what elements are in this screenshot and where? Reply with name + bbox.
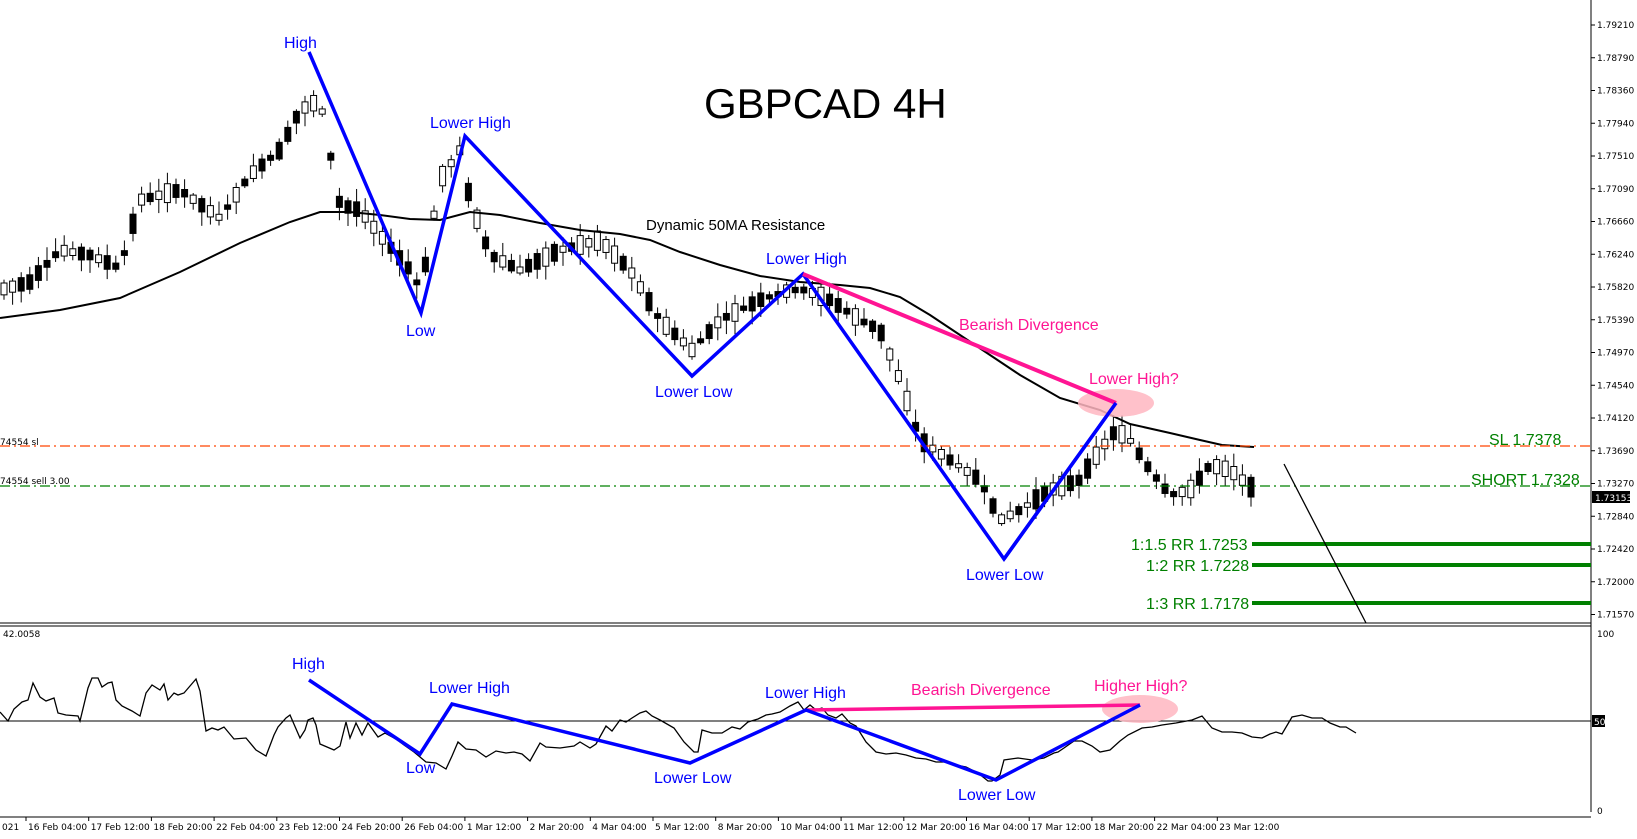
indicator-axis-50: 50 xyxy=(1594,718,1606,728)
time-tick-label: 18 Mar 20:00 xyxy=(1094,823,1154,833)
price-tick-label: 1.77510 xyxy=(1597,152,1634,162)
price-tick-label: 1.77090 xyxy=(1597,185,1634,195)
price-tick-label: 1.78790 xyxy=(1597,54,1634,64)
label-high: High xyxy=(284,35,317,52)
ma-resistance-label: Dynamic 50MA Resistance xyxy=(646,217,825,234)
sl-order-label: 74554 sl xyxy=(0,438,39,448)
chart-title: GBPCAD 4H xyxy=(704,80,947,127)
label-low: Low xyxy=(406,323,436,340)
ind-label-lower-high-1: Lower High xyxy=(429,680,510,697)
time-tick-label: 1 Mar 12:00 xyxy=(467,823,522,833)
price-tick-label: 1.76660 xyxy=(1597,218,1634,228)
time-tick-label: 24 Feb 20:00 xyxy=(342,823,401,833)
time-tick-label: 17 Mar 12:00 xyxy=(1031,823,1091,833)
time-tick-label: 23 Mar 12:00 xyxy=(1219,823,1279,833)
price-tick-label: 1.75390 xyxy=(1597,316,1634,326)
label-lower-low-1: Lower Low xyxy=(655,384,733,401)
ind-label-low: Low xyxy=(406,760,436,777)
price-tick-label: 1.72840 xyxy=(1597,512,1634,522)
price-tick-label: 1.74970 xyxy=(1597,349,1634,359)
price-tick-label: 1.78360 xyxy=(1597,87,1634,97)
price-tick-label: 1.74120 xyxy=(1597,414,1634,424)
short-level-label: SHORT 1.7328 xyxy=(1471,472,1580,489)
indicator-value: 42.0058 xyxy=(3,630,40,640)
time-tick-label: 16 Mar 04:00 xyxy=(969,823,1029,833)
label-lower-high-1: Lower High xyxy=(430,115,511,132)
indicator-axis-0: 0 xyxy=(1597,807,1603,817)
sl-level-label: SL 1.7378 xyxy=(1489,432,1561,449)
label-lower-high-question: Lower High? xyxy=(1089,371,1179,388)
time-tick-label: 16 Feb 04:00 xyxy=(28,823,87,833)
price-tick-label: 1.71570 xyxy=(1597,611,1634,621)
label-bearish-divergence-price: Bearish Divergence xyxy=(959,317,1099,334)
price-tick-label: 1.75820 xyxy=(1597,283,1634,293)
indicator-swing-zigzag[interactable] xyxy=(308,678,1141,782)
time-tick-label: 10 Mar 04:00 xyxy=(780,823,840,833)
price-tick-label: 1.79210 xyxy=(1597,21,1634,31)
tp-1-5-label: 1:1.5 RR 1.7253 xyxy=(1131,537,1248,554)
time-tick-label: 11 Mar 12:00 xyxy=(843,823,903,833)
tp-3-label: 1:3 RR 1.7178 xyxy=(1146,596,1249,613)
label-lower-high-2: Lower High xyxy=(766,251,847,268)
indicator-divergence-line[interactable] xyxy=(806,703,1141,712)
time-tick-label: 5 Mar 12:00 xyxy=(655,823,710,833)
ind-label-lower-high-2: Lower High xyxy=(765,685,846,702)
price-tick-label: 1.77940 xyxy=(1597,119,1634,129)
current-price-value: 1.73153 xyxy=(1595,494,1632,504)
time-tick-label: 22 Mar 04:00 xyxy=(1157,823,1217,833)
time-tick-label: 12 Mar 20:00 xyxy=(906,823,966,833)
indicator-axis-50-badge xyxy=(1592,715,1605,727)
price-tick-label: 1.73270 xyxy=(1597,480,1634,490)
price-tick-label: 1.76240 xyxy=(1597,250,1634,260)
time-axis: 021 16 Feb 04:00 17 Feb 12:00 18 Feb 20:00 2… xyxy=(2,817,1280,833)
main-swing-last-leg xyxy=(1002,401,1118,561)
price-axis: 1.79210 1.78790 1.78360 1.77940 1.77510 1.770… xyxy=(1591,21,1634,621)
price-divergence-line[interactable] xyxy=(802,272,1117,405)
time-tick-label: 22 Feb 04:00 xyxy=(216,823,275,833)
price-tick-label: 1.72000 xyxy=(1597,578,1634,588)
indicator-axis-100: 100 xyxy=(1597,630,1614,640)
time-tick-label: 18 Feb 20:00 xyxy=(153,823,212,833)
time-tick-label: 4 Mar 04:00 xyxy=(592,823,647,833)
ind-label-high: High xyxy=(292,656,325,673)
tp-2-label: 1:2 RR 1.7228 xyxy=(1146,558,1249,575)
price-tick-label: 1.73690 xyxy=(1597,447,1634,457)
ind-label-higher-high-question: Higher High? xyxy=(1094,678,1187,695)
time-tick-label: 2 Mar 20:00 xyxy=(530,823,585,833)
ind-label-bearish-divergence: Bearish Divergence xyxy=(911,682,1051,699)
price-tick-label: 1.72420 xyxy=(1597,545,1634,555)
current-price-badge: 1.73153 xyxy=(1592,491,1632,504)
ind-label-lower-low-2: Lower Low xyxy=(958,787,1036,804)
time-tick-label: 8 Mar 20:00 xyxy=(718,823,773,833)
time-tick-label: 23 Feb 12:00 xyxy=(279,823,338,833)
price-tick-label: 1.74540 xyxy=(1597,381,1634,391)
ind-label-lower-low-1: Lower Low xyxy=(654,770,732,787)
time-tick-label: 17 Feb 12:00 xyxy=(91,823,150,833)
ma-50-line[interactable] xyxy=(0,210,1255,448)
time-tick-label: 021 xyxy=(2,823,19,833)
time-tick-label: 26 Feb 04:00 xyxy=(404,823,463,833)
projection-trendline[interactable] xyxy=(1283,463,1367,624)
label-lower-low-2: Lower Low xyxy=(966,567,1044,584)
oscillator-line[interactable] xyxy=(0,677,1357,782)
short-order-label: 74554 sell 3.00 xyxy=(0,477,70,487)
